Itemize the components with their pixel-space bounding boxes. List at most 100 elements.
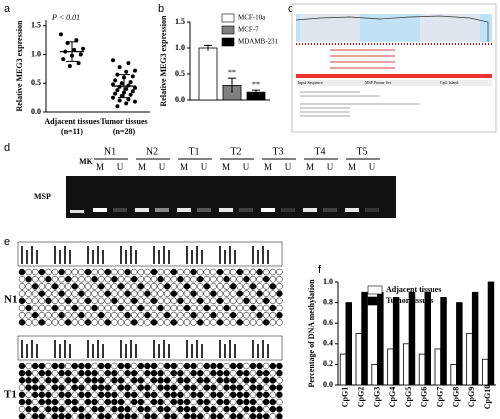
marker-label: MK bbox=[79, 157, 94, 166]
cpg-site bbox=[25, 283, 32, 290]
cpg-site bbox=[78, 369, 85, 377]
cpg-site bbox=[104, 405, 112, 413]
panel-label: b bbox=[158, 3, 164, 15]
cpg-site bbox=[229, 405, 237, 413]
cpg-site bbox=[144, 405, 151, 413]
cpg-site bbox=[64, 413, 72, 419]
cpg-site bbox=[64, 290, 72, 297]
cpg-site bbox=[111, 304, 118, 312]
cpg-site bbox=[196, 283, 204, 290]
cpg-site bbox=[45, 398, 52, 406]
cpg-site bbox=[25, 369, 32, 377]
cpg-site bbox=[262, 413, 270, 419]
cpg-site bbox=[104, 362, 112, 370]
cpg-site bbox=[150, 319, 158, 326]
cpg-site bbox=[243, 311, 250, 319]
cpg-site bbox=[256, 369, 263, 377]
data-point bbox=[111, 58, 115, 63]
cpg-site bbox=[236, 268, 244, 276]
bar bbox=[456, 302, 463, 386]
cpg-site bbox=[51, 275, 59, 283]
cpg-site bbox=[276, 275, 283, 283]
cpg-site bbox=[78, 391, 85, 399]
cpg-site bbox=[183, 413, 191, 419]
cpg-site bbox=[18, 319, 26, 326]
cpg-site bbox=[124, 405, 131, 413]
cpg-site bbox=[58, 391, 65, 399]
cpg-site bbox=[144, 319, 151, 326]
cpg-site bbox=[229, 362, 237, 370]
cpg-site bbox=[51, 398, 59, 406]
cpg-site bbox=[249, 413, 257, 419]
cpg-site bbox=[45, 319, 52, 326]
cpg-site bbox=[71, 275, 79, 283]
cpg-site bbox=[177, 311, 184, 319]
cpg-site bbox=[249, 384, 257, 391]
cpg-site bbox=[18, 268, 26, 276]
cpg-site bbox=[51, 391, 59, 399]
cpg-site bbox=[210, 304, 217, 312]
panel-label: e bbox=[4, 236, 10, 248]
cpg-site bbox=[124, 369, 131, 377]
cpg-site bbox=[262, 275, 270, 283]
x-tick-label: Adjacent tissues bbox=[44, 117, 99, 126]
cpg-site bbox=[104, 384, 112, 391]
cpg-site bbox=[150, 398, 158, 406]
cpg-site bbox=[71, 297, 79, 305]
cpg-site bbox=[262, 268, 270, 276]
cpg-site bbox=[243, 362, 250, 370]
cpg-site bbox=[236, 391, 244, 399]
cpg-site bbox=[111, 311, 118, 319]
y-tick-label: 0.0 bbox=[31, 107, 41, 116]
lane-state: M bbox=[348, 162, 356, 172]
cpg-site bbox=[124, 413, 131, 419]
gel-band bbox=[219, 208, 233, 212]
cpg-site bbox=[84, 319, 92, 326]
cpg-site bbox=[25, 384, 32, 391]
cpg-site bbox=[18, 290, 26, 297]
gel-band bbox=[261, 208, 275, 212]
cpg-site bbox=[223, 304, 230, 312]
cpg-site bbox=[177, 391, 184, 399]
cpg-site bbox=[51, 405, 59, 413]
cpg-site bbox=[243, 398, 250, 406]
cpg-site bbox=[18, 362, 26, 370]
cpg-site bbox=[18, 377, 26, 384]
cpg-site bbox=[216, 391, 224, 399]
cpg-site bbox=[144, 268, 151, 276]
bar bbox=[198, 47, 218, 101]
cpg-site bbox=[51, 290, 59, 297]
cpg-site bbox=[84, 384, 92, 391]
legend-label: Adjacent tissues bbox=[386, 285, 441, 294]
cpg-site bbox=[190, 311, 197, 319]
cpg-site bbox=[157, 413, 164, 419]
cpg-site bbox=[104, 290, 112, 297]
cpg-site bbox=[91, 268, 98, 276]
cpg-site bbox=[91, 377, 98, 384]
cpg-site bbox=[262, 362, 270, 370]
cpg-site bbox=[124, 384, 131, 391]
cpg-site bbox=[256, 311, 263, 319]
cpg-site bbox=[130, 290, 138, 297]
cpg-site bbox=[190, 290, 197, 297]
cpg-site bbox=[45, 384, 52, 391]
cpg-site bbox=[130, 304, 138, 312]
cpg-site bbox=[71, 384, 79, 391]
cpg-site bbox=[183, 384, 191, 391]
cpg-site bbox=[51, 369, 59, 377]
cpg-site bbox=[236, 290, 244, 297]
cpg-site bbox=[38, 275, 46, 283]
cpg-site bbox=[236, 319, 244, 326]
cpg-site bbox=[243, 384, 250, 391]
legend-label: MCF-7 bbox=[238, 26, 259, 34]
cpg-site bbox=[130, 319, 138, 326]
cpg-site bbox=[183, 275, 191, 283]
cpg-site bbox=[150, 290, 158, 297]
y-tick-label: 0.0 bbox=[323, 380, 333, 389]
cpg-site bbox=[190, 268, 197, 276]
x-tick-label: CpG3 bbox=[372, 387, 381, 407]
cpg-site bbox=[216, 398, 224, 406]
lane-label: T2 bbox=[230, 146, 241, 157]
legend-label: MCF-10a bbox=[238, 14, 266, 22]
cpg-site bbox=[177, 369, 184, 377]
